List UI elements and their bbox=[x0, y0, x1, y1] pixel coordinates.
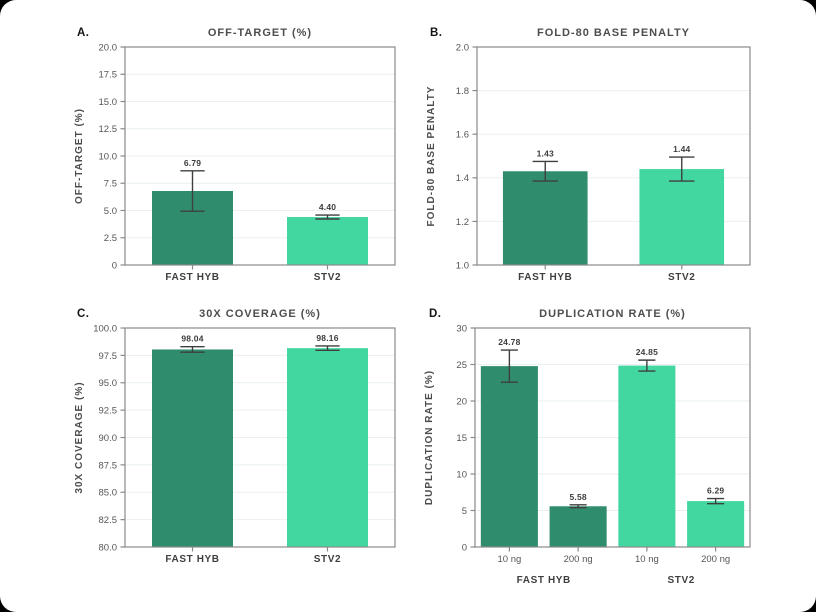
y-tick-label: 1.6 bbox=[456, 130, 469, 141]
x-tick-label: FAST HYB bbox=[165, 554, 219, 565]
y-tick-label: 0 bbox=[462, 542, 467, 553]
error-bar bbox=[532, 160, 558, 182]
y-tick-label: 20 bbox=[456, 396, 467, 407]
chart-title: DUPLICATION RATE (%) bbox=[539, 308, 686, 320]
bar bbox=[287, 348, 368, 547]
error-bar bbox=[180, 346, 205, 353]
x-tick-label: 10 ng bbox=[635, 554, 659, 565]
y-tick-label: 85.0 bbox=[99, 488, 118, 499]
y-axis-label: OFF-TARGET (%) bbox=[74, 108, 85, 204]
x-tick-label: FAST HYB bbox=[165, 272, 219, 283]
y-tick-label: 90.0 bbox=[99, 433, 118, 444]
y-tick-label: 5.0 bbox=[104, 206, 117, 217]
value-label: 1.44 bbox=[673, 144, 690, 154]
error-bar bbox=[569, 504, 587, 509]
panel-letter: C. bbox=[77, 308, 90, 320]
panel-letter: A. bbox=[77, 27, 90, 39]
y-tick-label: 10 bbox=[456, 469, 467, 480]
y-tick-label: 25 bbox=[456, 360, 467, 371]
value-label: 1.43 bbox=[537, 148, 554, 158]
value-label: 6.79 bbox=[184, 158, 201, 168]
y-tick-label: 7.5 bbox=[104, 179, 117, 190]
error-bar bbox=[638, 359, 656, 372]
bar bbox=[639, 169, 725, 265]
x-tick-label: STV2 bbox=[314, 272, 341, 283]
error-bar bbox=[315, 345, 340, 352]
bar bbox=[287, 217, 368, 265]
y-tick-label: 2.0 bbox=[456, 42, 469, 53]
x-tick-label: FAST HYB bbox=[518, 272, 572, 283]
value-label: 4.40 bbox=[319, 202, 336, 212]
panel-a-off-target-chart: A. OFF-TARGET (%) OFF-TARGET (%) 0 2.5 5.0 7.5… bbox=[74, 27, 396, 283]
panel-c-30x-coverage-chart: C. 30X COVERAGE (%) 30X COVERAGE (%) 80.0 82… bbox=[74, 308, 396, 565]
x-tick-label: STV2 bbox=[314, 554, 341, 565]
panel-d-duplication-rate-chart: D. DUPLICATION RATE (%) DUPLICATION RATE (… bbox=[424, 308, 751, 586]
y-tick-label: 1.0 bbox=[456, 260, 469, 271]
chart-title: FOLD-80 BASE PENALTY bbox=[537, 27, 690, 39]
y-tick-label: 10.0 bbox=[99, 151, 118, 162]
y-tick-label: 20.0 bbox=[99, 42, 118, 53]
bar bbox=[687, 501, 745, 547]
y-tick-label: 1.4 bbox=[456, 173, 469, 184]
y-axis-label: DUPLICATION RATE (%) bbox=[424, 370, 435, 505]
y-tick-label: 15.0 bbox=[99, 97, 118, 108]
value-label: 6.29 bbox=[707, 486, 724, 496]
y-tick-label: 1.2 bbox=[456, 217, 469, 228]
panel-letter: B. bbox=[430, 27, 443, 39]
value-label: 24.78 bbox=[498, 337, 520, 347]
y-tick-label: 87.5 bbox=[99, 460, 118, 471]
chart-title: 30X COVERAGE (%) bbox=[199, 308, 321, 320]
y-tick-label: 97.5 bbox=[99, 351, 118, 362]
y-tick-label: 15 bbox=[456, 433, 467, 444]
value-label: 98.16 bbox=[316, 333, 338, 343]
panel-letter: D. bbox=[429, 308, 442, 320]
y-tick-label: 1.8 bbox=[456, 86, 469, 97]
value-label: 24.85 bbox=[636, 347, 658, 357]
error-bar bbox=[669, 156, 695, 182]
group-label: STV2 bbox=[668, 575, 695, 586]
bar bbox=[480, 366, 538, 547]
y-tick-label: 2.5 bbox=[104, 233, 117, 244]
value-label: 5.58 bbox=[569, 492, 586, 502]
group-label: FAST HYB bbox=[517, 575, 571, 586]
panel-b-fold80-chart: B. FOLD-80 BASE PENALTY FOLD-80 BASE PENAL… bbox=[426, 27, 751, 283]
y-tick-label: 0 bbox=[112, 260, 117, 271]
y-axis-label: FOLD-80 BASE PENALTY bbox=[426, 86, 437, 227]
value-label: 98.04 bbox=[181, 334, 203, 344]
error-bar bbox=[707, 497, 725, 505]
plot-border bbox=[476, 46, 751, 266]
error-bar bbox=[180, 170, 205, 212]
y-tick-label: 17.5 bbox=[99, 70, 118, 81]
x-tick-label: 200 ng bbox=[701, 554, 730, 565]
bar bbox=[152, 349, 233, 547]
y-tick-label: 80.0 bbox=[99, 542, 118, 553]
x-tick-label: STV2 bbox=[668, 272, 695, 283]
y-tick-label: 100.0 bbox=[93, 323, 117, 334]
x-tick-label: 200 ng bbox=[564, 554, 593, 565]
y-tick-label: 82.5 bbox=[99, 515, 118, 526]
chart-title: OFF-TARGET (%) bbox=[208, 27, 312, 39]
error-bar bbox=[315, 214, 340, 220]
x-tick-label: 10 ng bbox=[497, 554, 521, 565]
bar bbox=[502, 171, 588, 265]
bar bbox=[549, 506, 607, 547]
error-bar bbox=[500, 349, 518, 383]
bar bbox=[618, 365, 676, 547]
y-tick-label: 5 bbox=[462, 506, 467, 517]
y-tick-label: 92.5 bbox=[99, 406, 118, 417]
y-tick-label: 30 bbox=[456, 323, 467, 334]
y-tick-label: 12.5 bbox=[99, 124, 118, 135]
y-tick-label: 95.0 bbox=[99, 378, 118, 389]
y-axis-label: 30X COVERAGE (%) bbox=[74, 381, 85, 493]
